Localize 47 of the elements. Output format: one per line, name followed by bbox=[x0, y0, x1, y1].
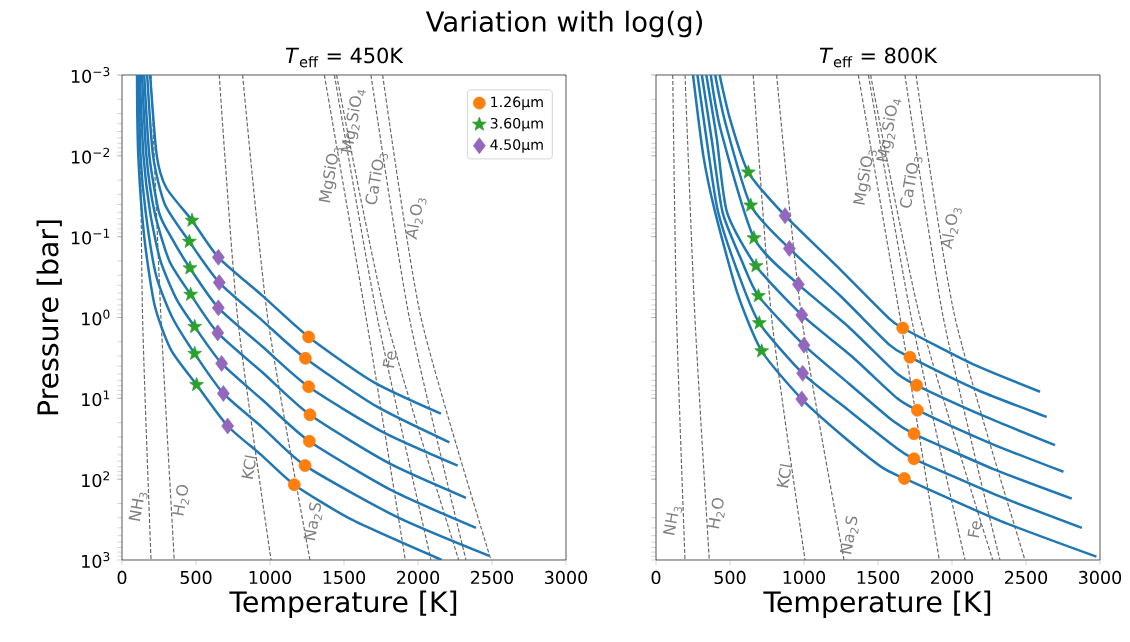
text: Variation with log(g) bbox=[425, 10, 703, 38]
y-tick-label: 10$^{−3}$ bbox=[71, 67, 110, 83]
text: Na$_{2}$S bbox=[303, 502, 323, 541]
x-tick-label: 2000 bbox=[397, 570, 440, 585]
text: Fe bbox=[382, 351, 397, 368]
x-tick-label: 1500 bbox=[857, 570, 900, 585]
text: CaTiO$_{3}$ bbox=[365, 153, 388, 205]
text: Al$_{2}$O$_{3}$ bbox=[405, 198, 427, 240]
x-tick-label: 1500 bbox=[323, 570, 366, 585]
text: CaTiO$_{3}$ bbox=[900, 156, 923, 208]
text: Fe bbox=[967, 521, 982, 538]
y-tick-label: 10$^{0}$ bbox=[82, 309, 110, 326]
y-tick-label: 10$^{−1}$ bbox=[71, 228, 110, 245]
x-tick-label: 500 bbox=[180, 570, 212, 585]
x-axis-title: Temperature [K] bbox=[763, 590, 991, 618]
text: H$_{2}$O bbox=[172, 484, 190, 516]
legend-label: 3.60μm bbox=[490, 117, 543, 132]
x-tick-label: 500 bbox=[714, 570, 746, 585]
x-tick-label: 0 bbox=[117, 570, 127, 585]
text: MgSiO$_{3}$ bbox=[853, 150, 877, 205]
text: KCl bbox=[241, 455, 257, 479]
y-tick-label: 10$^{1}$ bbox=[82, 390, 110, 407]
y-tick-label: 10$^{−2}$ bbox=[71, 147, 110, 164]
text: H$_{2}$O bbox=[707, 498, 725, 529]
x-tick-label: 1000 bbox=[249, 570, 292, 585]
text: KCl bbox=[776, 463, 792, 488]
text: Mg$_{2}$SiO$_{4}$ bbox=[340, 90, 366, 153]
x-tick-label: 1000 bbox=[783, 570, 826, 585]
x-tick-label: 2500 bbox=[471, 570, 514, 585]
x-tick-label: 3000 bbox=[1079, 570, 1122, 585]
legend-label: 1.26μm bbox=[491, 96, 543, 111]
text: Na$_{2}$S bbox=[839, 516, 859, 554]
y-axis-title: Pressure [bar] bbox=[36, 220, 62, 415]
x-tick-label: 2000 bbox=[931, 570, 974, 585]
text: Al$_{2}$O$_{3}$ bbox=[941, 207, 962, 250]
text: Mg$_{2}$SiO$_{4}$ bbox=[876, 99, 902, 162]
chart-title: T$_{eff}$ = 800K bbox=[819, 47, 938, 68]
chart-title: T$_{eff}$ = 450K bbox=[285, 47, 404, 68]
x-tick-label: 0 bbox=[651, 570, 661, 585]
text: NH$_{3}$ bbox=[663, 506, 683, 536]
legend-label: 4.50μm bbox=[490, 139, 543, 153]
x-tick-label: 3000 bbox=[545, 570, 588, 585]
x-tick-label: 2500 bbox=[1005, 570, 1048, 585]
text: NH$_{3}$ bbox=[128, 492, 148, 521]
y-tick-label: 10$^{3}$ bbox=[82, 552, 110, 568]
x-axis-title: Temperature [K] bbox=[229, 590, 457, 618]
y-tick-label: 10$^{2}$ bbox=[82, 471, 110, 488]
